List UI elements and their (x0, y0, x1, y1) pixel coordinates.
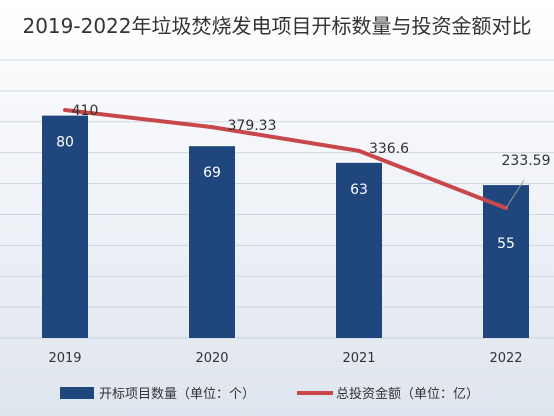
bar-value-label: 69 (203, 165, 221, 181)
bar-2021 (336, 162, 382, 338)
x-tick-label: 2019 (48, 351, 81, 366)
line-value-label: 336.6 (369, 141, 409, 157)
bar-2022 (483, 185, 529, 338)
bar-value-label: 80 (56, 135, 74, 151)
bar-2020 (189, 146, 235, 338)
bar-2019 (42, 115, 88, 338)
bar-value-label: 55 (497, 236, 515, 252)
chart-title: 2019-2022年垃圾焚烧发电项目开标数量与投资金额对比 (22, 14, 531, 38)
line-series: 410 379.33 336.6 233.59 (63, 103, 551, 211)
x-tick-label: 2021 (342, 351, 375, 366)
legend-label-line: 总投资金额（单位：亿） (336, 386, 479, 402)
gridlines (0, 59, 554, 339)
x-tick-label: 2022 (489, 351, 522, 366)
label-leader-line (505, 179, 525, 209)
line-value-label: 410 (72, 103, 99, 119)
bar-series: 80 69 63 55 (42, 115, 529, 338)
line-point (63, 108, 67, 113)
legend: 开标项目数量（单位：个） 总投资金额（单位：亿） (60, 386, 479, 402)
bar-value-label: 63 (350, 182, 368, 198)
line-point (210, 125, 214, 130)
x-tick-label: 2020 (195, 351, 228, 366)
line-point (357, 148, 361, 153)
x-axis: 2019 2020 2021 2022 (48, 351, 522, 366)
line-value-label: 379.33 (228, 118, 277, 134)
investment-line (64, 108, 507, 210)
legend-swatch-bar (60, 387, 94, 399)
line-value-label: 233.59 (502, 153, 551, 169)
legend-label-bar: 开标项目数量（单位：个） (99, 387, 255, 402)
